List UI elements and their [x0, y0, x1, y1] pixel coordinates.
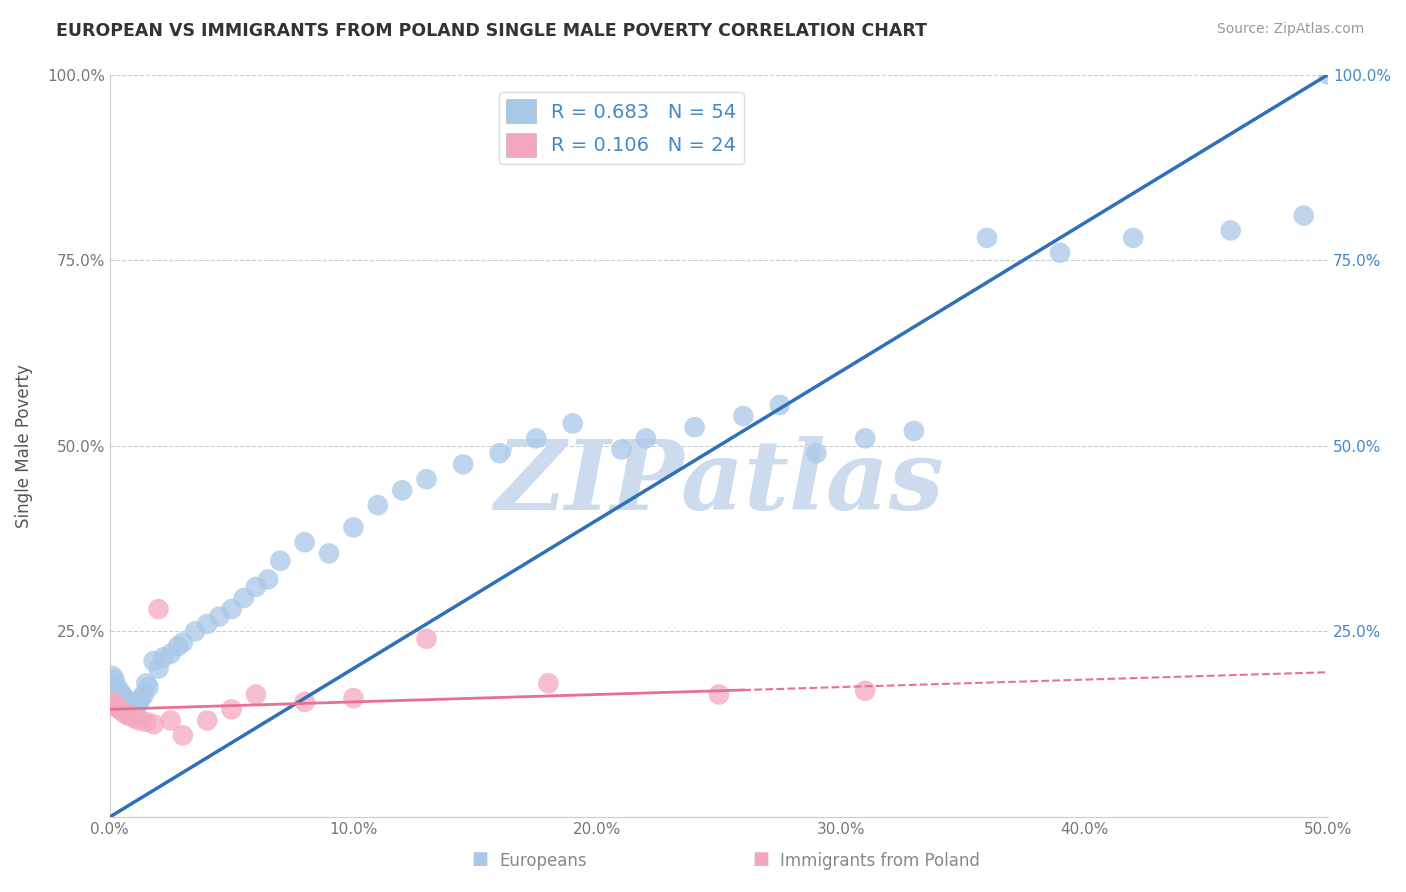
Point	[415, 472, 437, 486]
Point	[1122, 231, 1144, 245]
Point	[367, 498, 389, 512]
Point	[707, 688, 730, 702]
Point	[125, 700, 148, 714]
Point	[1049, 245, 1071, 260]
Text: Immigrants from Poland: Immigrants from Poland	[780, 852, 980, 870]
Point	[112, 706, 135, 720]
Point	[634, 431, 657, 445]
Point	[105, 680, 128, 694]
Point	[105, 700, 128, 714]
Y-axis label: Single Male Poverty: Single Male Poverty	[15, 364, 32, 528]
Point	[561, 417, 583, 431]
Point	[269, 554, 291, 568]
Point	[122, 711, 145, 725]
Point	[118, 695, 141, 709]
Point	[104, 673, 127, 687]
Point	[172, 728, 194, 742]
Point	[769, 398, 792, 412]
Point	[391, 483, 413, 498]
Text: ■: ■	[752, 850, 769, 868]
Point	[342, 691, 364, 706]
Point	[318, 546, 340, 560]
Point	[152, 650, 174, 665]
Text: ZIPatlas: ZIPatlas	[494, 436, 943, 530]
Text: EUROPEAN VS IMMIGRANTS FROM POLAND SINGLE MALE POVERTY CORRELATION CHART: EUROPEAN VS IMMIGRANTS FROM POLAND SINGL…	[56, 22, 927, 40]
Point	[131, 691, 153, 706]
Point	[159, 647, 181, 661]
Point	[101, 669, 124, 683]
Point	[294, 535, 316, 549]
Point	[172, 635, 194, 649]
Point	[118, 709, 141, 723]
Point	[115, 692, 138, 706]
Point	[122, 698, 145, 713]
Point	[342, 520, 364, 534]
Point	[903, 424, 925, 438]
Point	[537, 676, 560, 690]
Point	[148, 661, 170, 675]
Point	[104, 698, 127, 713]
Point	[108, 683, 131, 698]
Point	[415, 632, 437, 646]
Point	[806, 446, 828, 460]
Text: Source: ZipAtlas.com: Source: ZipAtlas.com	[1216, 22, 1364, 37]
Point	[128, 695, 150, 709]
Point	[135, 714, 157, 729]
Point	[148, 602, 170, 616]
Point	[108, 702, 131, 716]
Point	[853, 431, 876, 445]
Point	[610, 442, 633, 457]
Point	[138, 680, 160, 694]
Point	[135, 676, 157, 690]
Point	[111, 704, 134, 718]
Point	[101, 695, 124, 709]
Point	[245, 688, 267, 702]
Point	[451, 458, 474, 472]
Point	[208, 609, 231, 624]
Point	[1219, 223, 1241, 237]
Point	[853, 683, 876, 698]
Point	[167, 639, 190, 653]
Point	[294, 695, 316, 709]
Point	[115, 707, 138, 722]
Text: Europeans: Europeans	[499, 852, 586, 870]
Point	[121, 697, 143, 711]
Legend: R = 0.683   N = 54, R = 0.106   N = 24: R = 0.683 N = 54, R = 0.106 N = 24	[499, 92, 744, 164]
Point	[1317, 68, 1340, 82]
Point	[142, 654, 165, 668]
Point	[976, 231, 998, 245]
Point	[221, 702, 243, 716]
Point	[221, 602, 243, 616]
Point	[195, 714, 218, 728]
Point	[111, 688, 134, 702]
Point	[112, 691, 135, 706]
Point	[142, 717, 165, 731]
Point	[488, 446, 510, 460]
Point	[524, 431, 547, 445]
Point	[245, 580, 267, 594]
Point	[184, 624, 207, 639]
Point	[159, 714, 181, 728]
Point	[132, 688, 155, 702]
Point	[733, 409, 755, 423]
Point	[1292, 209, 1315, 223]
Point	[232, 591, 254, 605]
Point	[195, 617, 218, 632]
Point	[683, 420, 706, 434]
Point	[257, 573, 280, 587]
Text: ■: ■	[471, 850, 488, 868]
Point	[128, 714, 150, 728]
